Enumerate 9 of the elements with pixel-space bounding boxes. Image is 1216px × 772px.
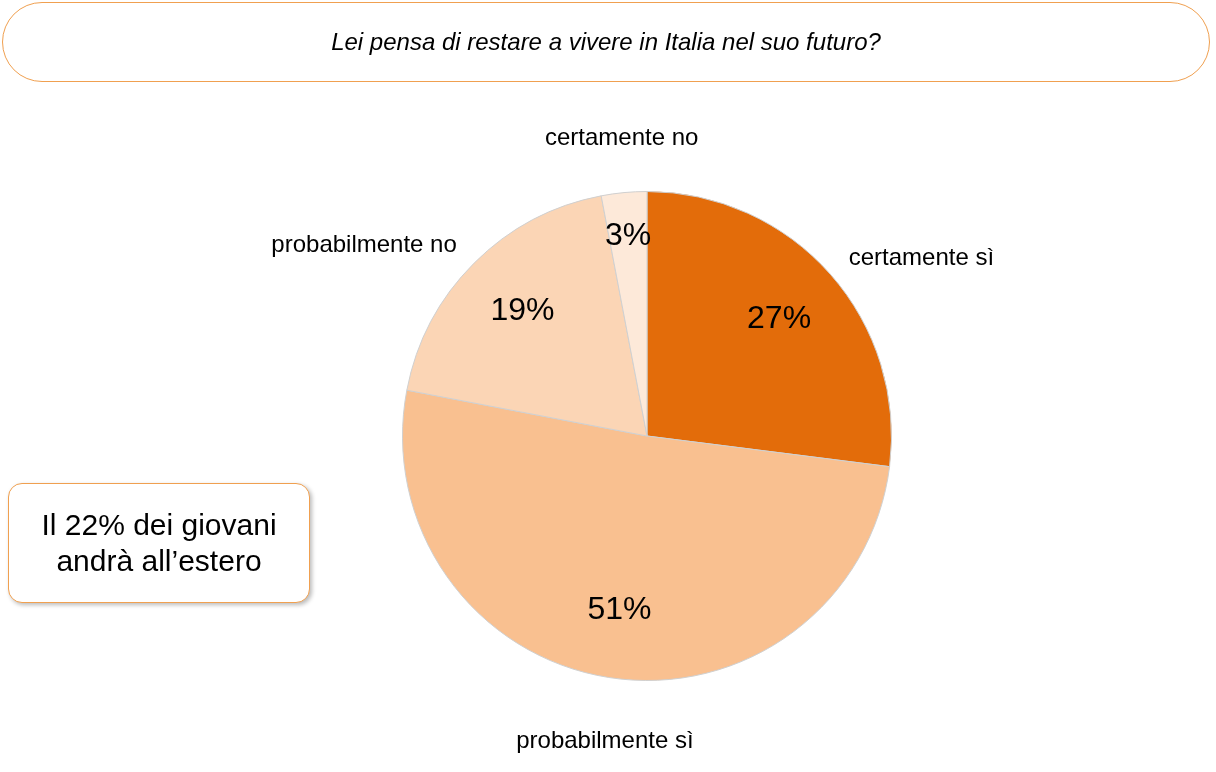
chart-title: Lei pensa di restare a vivere in Italia nel suo futuro? [2, 2, 1210, 82]
slice-label: certamente sì [848, 242, 995, 270]
slice-label: probabilmente sì [516, 726, 694, 754]
slice-label: certamente no [544, 122, 699, 150]
data-label: 19% [490, 291, 555, 328]
data-label: 27% [747, 299, 812, 336]
data-label: 51% [587, 589, 652, 626]
slice-label: probabilmente no [271, 230, 457, 258]
text: Il 22% dei giovani andrà all’estero [8, 483, 310, 603]
